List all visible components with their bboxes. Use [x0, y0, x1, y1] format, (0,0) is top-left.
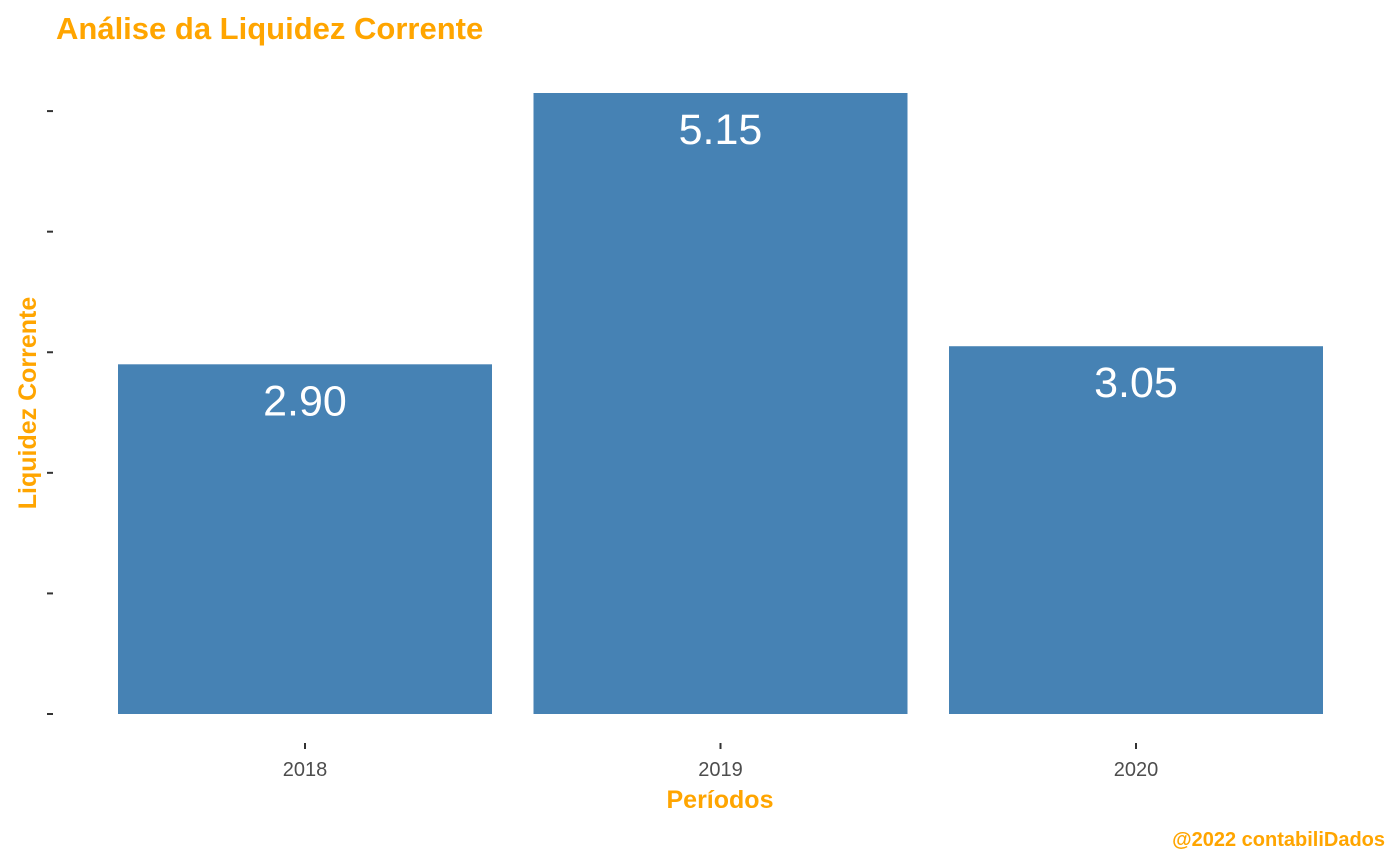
chart-title: Análise da Liquidez Corrente: [56, 11, 483, 46]
x-tick-label-2018: 2018: [283, 759, 328, 781]
x-tick-label-2020: 2020: [1114, 759, 1159, 781]
bar-2020: [949, 346, 1323, 714]
data-label-2018: 2.90: [263, 377, 347, 425]
bars-group: 2.90 5.15 3.05: [118, 93, 1323, 714]
x-axis-ticks: 2018 2019 2020: [283, 743, 1159, 781]
caption: @2022 contabiliDados: [1172, 829, 1385, 851]
y-axis-ticks: [47, 110, 53, 715]
data-label-2020: 3.05: [1094, 359, 1178, 407]
bar-2019: [533, 93, 908, 714]
data-label-2019: 5.15: [679, 106, 763, 154]
y-axis-title: Liquidez Corrente: [14, 297, 42, 510]
bar-2018: [118, 364, 492, 714]
x-axis-title: Períodos: [667, 786, 774, 814]
x-tick-label-2019: 2019: [698, 759, 743, 781]
